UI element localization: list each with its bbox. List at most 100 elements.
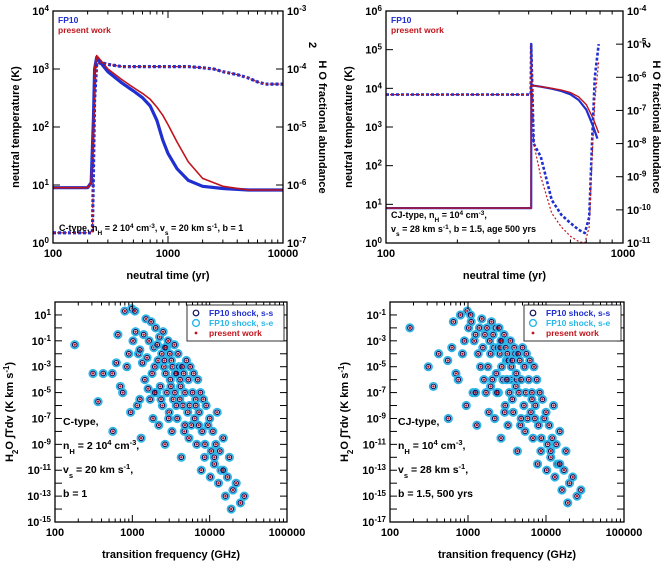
point-present xyxy=(148,398,152,401)
point-present xyxy=(516,449,519,453)
point-present xyxy=(463,339,466,343)
point-present xyxy=(539,449,543,453)
point-fp10-se xyxy=(111,358,121,368)
point-present xyxy=(133,309,137,313)
y-axis-label-group: H2O ∫Tdv (K km s-1) xyxy=(337,362,355,462)
point-present xyxy=(157,424,161,427)
chart-top-right: 100 1000 100 101 102 103 104 105 106 10-11 10-10 10… xyxy=(343,4,662,283)
point-fp10-ss xyxy=(185,376,192,383)
point-present xyxy=(213,456,216,459)
point-fp10-se xyxy=(492,387,502,398)
point-fp10-ss xyxy=(224,474,231,480)
point-present xyxy=(480,317,483,321)
legend-entry: FP10 shock, s-s xyxy=(209,308,274,318)
point-present xyxy=(159,398,163,401)
point-present xyxy=(224,494,227,498)
chart-top-left: 100 1000 10000 100 101 102 103 104 10-7 10-6 10-5 1… xyxy=(10,4,328,283)
point-present xyxy=(228,456,231,459)
series-fp10-h2o xyxy=(53,60,283,235)
point-present xyxy=(134,330,137,333)
point-fp10-se xyxy=(200,452,210,462)
point-present xyxy=(202,398,205,401)
point-present xyxy=(454,372,458,375)
series-present-work-temperature xyxy=(53,54,283,191)
point-fp10-ss xyxy=(468,318,475,325)
point-fp10-se xyxy=(519,362,530,372)
point-fp10-se xyxy=(176,452,186,462)
point-present xyxy=(168,352,171,355)
point-fp10-se xyxy=(505,336,516,346)
point-fp10-se xyxy=(156,394,166,404)
point-present xyxy=(493,417,496,420)
x-tick-label: 1000 xyxy=(456,527,480,539)
legend-marker-ss xyxy=(192,309,200,317)
point-fp10-ss xyxy=(230,487,236,493)
point-fp10-ss xyxy=(491,415,498,422)
legend-entry: FP10 xyxy=(391,15,412,25)
point-fp10-ss xyxy=(556,428,563,435)
point-fp10-ss xyxy=(498,363,505,370)
point-present xyxy=(447,417,450,420)
point-fp10-se xyxy=(136,433,146,443)
point-fp10-ss xyxy=(127,409,134,416)
point-fp10-se xyxy=(502,375,512,385)
point-fp10-se xyxy=(563,498,573,508)
point-fp10-ss xyxy=(481,376,487,383)
point-present xyxy=(519,378,523,381)
annotation-line: C-type, xyxy=(63,416,99,428)
point-fp10-ss xyxy=(175,350,181,357)
point-fp10-se xyxy=(222,472,233,482)
point-fp10-ss xyxy=(407,325,413,331)
point-present xyxy=(487,411,491,414)
point-fp10-ss xyxy=(162,441,168,448)
point-fp10-se xyxy=(143,384,153,394)
point-fp10-se xyxy=(461,400,471,411)
legend-entry: FP10 xyxy=(58,15,79,25)
point-fp10-se xyxy=(172,413,182,424)
point-present xyxy=(121,391,124,394)
point-fp10-ss xyxy=(506,389,513,396)
point-fp10-se xyxy=(194,420,204,430)
point-fp10-se xyxy=(497,362,507,372)
point-fp10-ss xyxy=(71,341,78,348)
point-fp10-se xyxy=(533,420,544,430)
point-present xyxy=(213,462,216,466)
point-present xyxy=(479,365,482,368)
point-fp10-ss xyxy=(482,331,488,338)
point-fp10-se xyxy=(542,465,552,475)
point-fp10-se xyxy=(93,397,103,407)
point-fp10-ss xyxy=(435,350,442,357)
point-fp10-ss xyxy=(196,409,202,416)
point-fp10-ss xyxy=(532,402,539,409)
point-present xyxy=(526,417,529,420)
point-fp10-ss xyxy=(513,370,520,377)
point-present xyxy=(475,424,479,427)
point-fp10-se xyxy=(218,433,228,443)
point-present xyxy=(530,391,534,394)
chart-bottom-right: 100 1000 10000 100000 10-17 10-15 10-13 10-11 10… xyxy=(337,301,642,561)
point-fp10-ss xyxy=(475,350,482,357)
point-present xyxy=(192,372,195,375)
point-fp10-ss xyxy=(172,389,178,396)
point-fp10-se xyxy=(455,310,466,320)
point-present xyxy=(478,326,481,330)
point-fp10-ss xyxy=(132,328,139,335)
point-present xyxy=(190,424,193,427)
point-fp10-se xyxy=(527,394,537,404)
point-fp10-se xyxy=(170,387,180,398)
annotation-line: vs = 28 km s-1, xyxy=(398,462,468,480)
point-present xyxy=(446,359,449,362)
legend-entry: present work xyxy=(58,25,111,35)
point-present xyxy=(495,391,499,394)
point-fp10-ss xyxy=(526,357,533,364)
point-fp10-ss xyxy=(216,448,223,454)
point-present xyxy=(142,333,145,336)
point-present xyxy=(160,352,163,355)
point-present xyxy=(491,333,495,336)
annotation-line: CJ-type, xyxy=(398,416,440,428)
point-present xyxy=(214,443,217,446)
point-present xyxy=(125,365,129,368)
point-fp10-ss xyxy=(476,325,483,331)
point-fp10-se xyxy=(546,446,556,456)
